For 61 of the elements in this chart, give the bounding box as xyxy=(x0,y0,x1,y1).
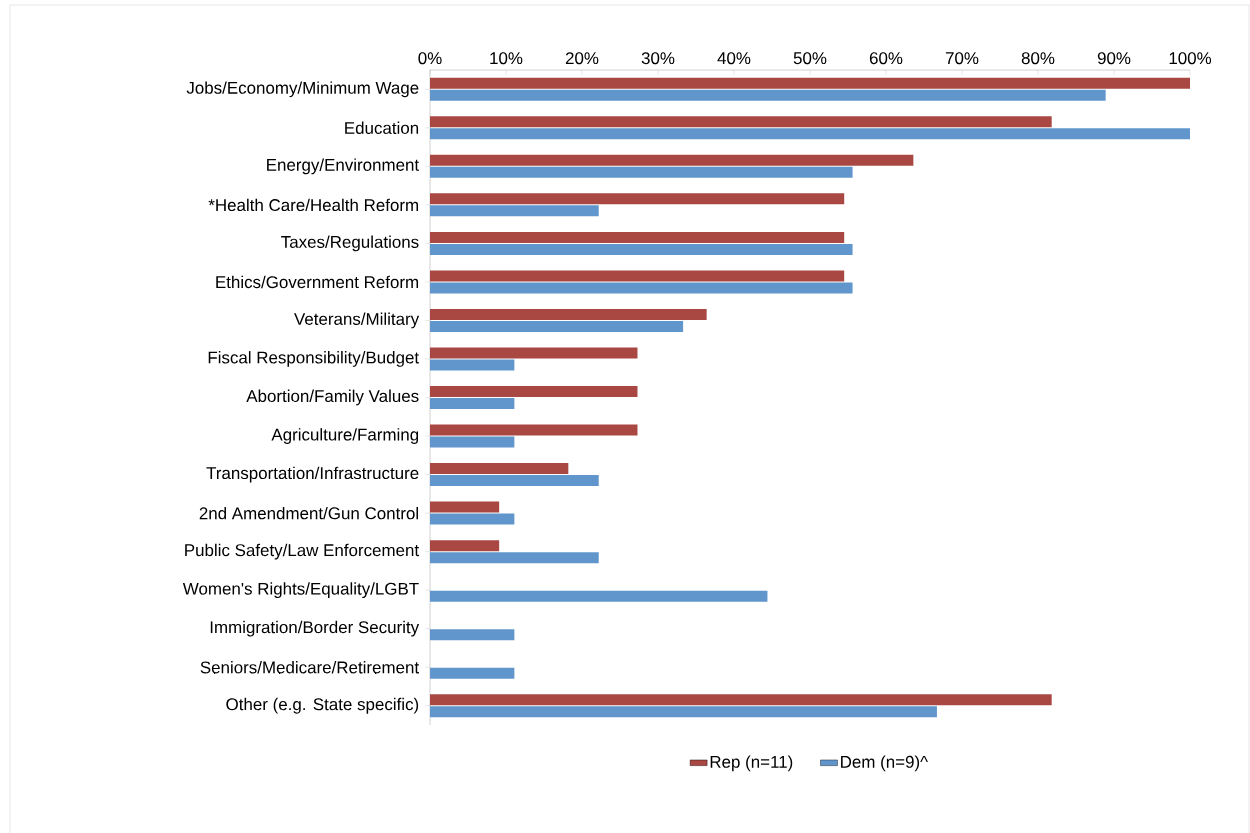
y-tick-label: Education xyxy=(345,121,419,135)
x-tick-label: 60% xyxy=(869,52,903,65)
bar xyxy=(430,154,914,166)
bar xyxy=(430,424,638,436)
x-tick-label: 70% xyxy=(945,52,979,65)
x-tick-label: 100% xyxy=(1169,52,1212,65)
x-tick-label: 50% xyxy=(793,52,827,65)
x-tick-label: 30% xyxy=(641,52,675,65)
y-tick-label: Public Safety/Law Enforcement xyxy=(185,543,419,560)
x-tick-label: 20% xyxy=(565,52,599,65)
bar xyxy=(430,667,515,679)
x-tick-label: 90% xyxy=(1097,52,1131,65)
y-tick-label: Ethics/Government Reform xyxy=(216,275,419,289)
bar xyxy=(430,629,515,641)
bar xyxy=(430,270,845,282)
y-tick-label: 2nd Amendment/Gun Control xyxy=(199,506,418,520)
y-tick-label: Immigration/Border Security xyxy=(210,620,420,637)
bar xyxy=(430,243,853,255)
bar xyxy=(430,320,684,332)
bar xyxy=(430,308,707,320)
bar xyxy=(430,398,515,409)
bar xyxy=(430,475,599,487)
bar xyxy=(430,231,845,243)
bar xyxy=(430,540,500,552)
y-tick-label: Energy/Environment xyxy=(267,158,420,175)
bar xyxy=(430,128,1191,140)
x-tick-label: 80% xyxy=(1021,52,1055,65)
x-tick-label: 40% xyxy=(717,52,751,65)
legend-label: Rep (n=11) xyxy=(710,755,793,772)
y-tick-label: Agriculture/Farming xyxy=(271,428,419,444)
bar xyxy=(430,694,1052,706)
bar xyxy=(430,590,768,602)
y-tick-label: Veterans/Military xyxy=(294,312,420,329)
y-tick-label: Seniors/Medicare/Retirement xyxy=(200,661,419,674)
bar xyxy=(430,513,515,525)
bar xyxy=(430,166,853,178)
y-tick-label: Jobs/Economy/Minimum Wage xyxy=(186,81,419,98)
bar xyxy=(430,463,569,475)
bar xyxy=(430,77,1191,89)
bar xyxy=(430,116,1052,128)
bar xyxy=(430,205,599,217)
y-tick-label: Taxes/Regulations xyxy=(281,235,419,252)
y-tick-label: *Health Care/Health Reform xyxy=(208,198,418,212)
y-tick-label: Women's Rights/Equality/LGBT xyxy=(182,582,419,599)
bar xyxy=(430,436,515,448)
bar xyxy=(430,386,638,397)
x-tick-label: 0% xyxy=(418,52,442,65)
bar xyxy=(430,359,515,371)
y-tick-label: Transportation/Infrastructure xyxy=(206,466,419,483)
y-tick-label: Other (e.g. State specific) xyxy=(226,697,419,714)
y-tick-label: Fiscal Responsibility/Budget xyxy=(208,351,419,367)
bar xyxy=(430,193,845,205)
bar xyxy=(430,706,937,718)
y-tick-label: Abortion/Family Values xyxy=(246,389,419,406)
bar xyxy=(430,89,1106,101)
bar xyxy=(430,347,638,359)
legend-label: Dem (n=9)^ xyxy=(841,755,928,772)
bar xyxy=(430,501,500,513)
bar xyxy=(430,282,853,294)
bar xyxy=(430,552,599,564)
x-tick-label: 10% xyxy=(490,52,523,65)
